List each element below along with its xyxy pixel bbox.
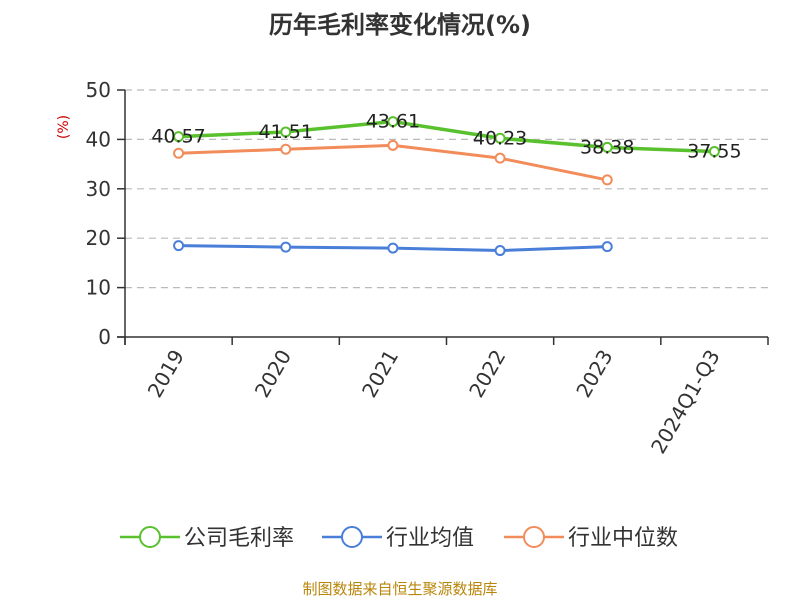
data-point (601, 174, 613, 186)
x-tick-label: 2024Q1-Q3 (646, 346, 725, 458)
data-point (708, 146, 720, 158)
legend-marker (341, 526, 363, 548)
data-point (494, 132, 506, 144)
legend-marker (139, 526, 161, 548)
y-tick-label: 20 (86, 226, 111, 250)
data-label: 40.23 (473, 127, 527, 149)
data-label: 38.38 (580, 136, 634, 158)
series-line (178, 119, 715, 154)
gridlines (125, 89, 768, 289)
data-point (494, 245, 506, 257)
source-note: 制图数据来自恒生聚源数据库 (302, 580, 497, 598)
x-tick-label: 2020 (250, 346, 296, 402)
data-point (387, 242, 399, 254)
data-labels: 40.57 41.51 43.61 40.23 38.38 37.55 (151, 111, 741, 163)
legend-label: 行业中位数 (568, 526, 678, 551)
y-axis-label: (%) (56, 115, 72, 139)
data-point (387, 116, 399, 128)
legend-label: 公司毛利率 (184, 526, 294, 551)
data-point (173, 147, 185, 159)
data-point (601, 241, 613, 253)
y-tick-label: 10 (86, 276, 111, 300)
data-point (173, 240, 185, 252)
x-tick-label: 2023 (571, 346, 617, 402)
data-point (280, 143, 292, 155)
data-point (173, 131, 185, 143)
data-label: 41.51 (259, 121, 313, 143)
y-tick-label: 0 (98, 325, 111, 349)
y-tick-label: 50 (86, 78, 111, 102)
legend: 公司毛利率 行业均值 行业中位数 (120, 526, 678, 551)
x-tick-label: 2022 (464, 346, 510, 402)
data-point (280, 241, 292, 253)
legend-label: 行业均值 (386, 526, 474, 551)
x-tick-label: 2021 (357, 346, 403, 402)
data-point (601, 141, 613, 153)
data-label: 40.57 (151, 126, 205, 148)
x-tick-label: 2019 (143, 346, 189, 402)
data-point (494, 152, 506, 164)
chart-title: 历年毛利率变化情况(%) (269, 11, 531, 39)
data-label: 43.61 (366, 111, 420, 133)
data-point (387, 139, 399, 151)
y-tick-label: 40 (86, 127, 111, 151)
legend-marker (523, 526, 545, 548)
y-tick-label: 30 (86, 177, 111, 201)
data-point (280, 126, 292, 138)
series-lines (173, 116, 720, 257)
data-label: 37.55 (687, 141, 741, 163)
